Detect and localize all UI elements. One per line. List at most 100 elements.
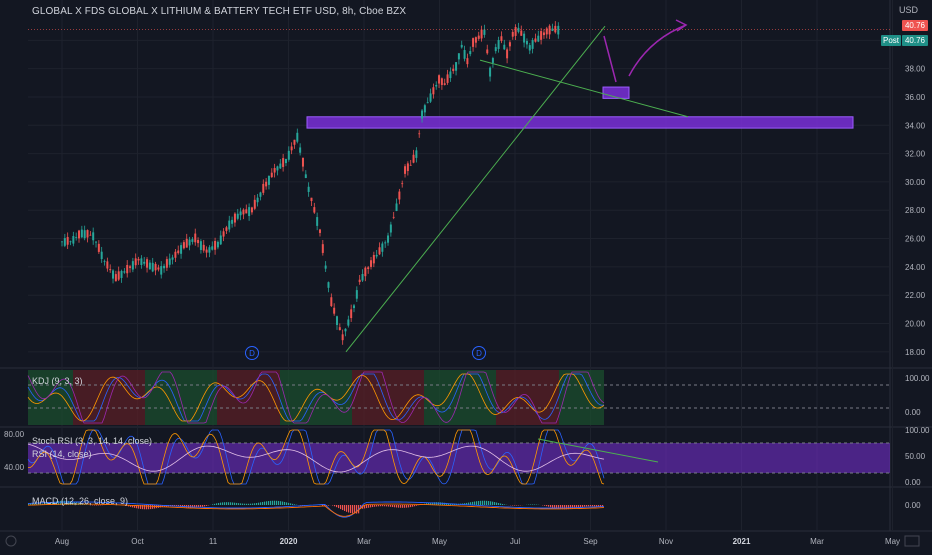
candle-body (95, 242, 97, 243)
y-tick-label: 28.00 (905, 206, 926, 215)
candle-body (461, 45, 463, 47)
kdj-shade (361, 370, 370, 425)
x-tick-label: Aug (55, 537, 69, 546)
candle-body (259, 192, 261, 196)
kdj-shade (217, 370, 226, 425)
kdj-shade (262, 370, 271, 425)
macd-label[interactable]: MACD (12, 26, close, 9) (32, 496, 128, 506)
candle-body (554, 26, 556, 32)
candle-body (268, 176, 270, 185)
kdj-label[interactable]: KDJ (9, 3, 3) (32, 376, 83, 386)
candle-body (469, 51, 471, 54)
x-tick-label: Oct (131, 537, 144, 546)
rsi-label[interactable]: RSI (14, close) (32, 449, 92, 459)
candle-body (413, 155, 415, 163)
candle-body (242, 210, 244, 215)
macd-histogram-bar (548, 505, 549, 507)
candle-body (174, 252, 176, 258)
candle-body (325, 266, 327, 269)
macd-histogram-bar (514, 505, 515, 506)
macd-histogram-bar (290, 503, 291, 505)
kdj-shade (82, 370, 91, 425)
candle-body (483, 30, 485, 35)
macd-histogram-bar (232, 502, 233, 505)
x-tick-label: 2021 (733, 537, 751, 546)
last-price-tag: 40.76 (902, 20, 928, 31)
macd-histogram-bar (416, 505, 417, 506)
candle-body (336, 316, 338, 325)
candle-body (121, 271, 123, 278)
candle-body (475, 37, 477, 43)
candle-body (169, 259, 171, 265)
y-tick-label: 20.00 (905, 320, 926, 329)
dividend-marker-label: D (249, 349, 255, 358)
candle-body (129, 266, 131, 268)
candle-body (534, 38, 536, 41)
macd-histogram-bar (228, 502, 229, 505)
resistance-zone (307, 117, 853, 128)
candle-body (186, 239, 188, 248)
post-price-tag: 40.76 (902, 35, 928, 46)
settings-icon (905, 536, 919, 546)
macd-histogram-bar (502, 504, 503, 505)
candle-body (288, 151, 290, 160)
candle-body (279, 164, 281, 169)
candle-body (418, 133, 420, 134)
candle-body (421, 111, 423, 119)
post-label: Post (881, 35, 901, 46)
kdj-shade (91, 370, 100, 425)
macd-histogram-bar (250, 504, 251, 505)
candle-body (339, 327, 341, 330)
stoch-tick-label: 0.00 (905, 478, 921, 487)
kdj-shade (154, 370, 163, 425)
macd-histogram-bar (532, 504, 533, 505)
macd-histogram-bar (346, 505, 347, 512)
chart-title: GLOBAL X FDS GLOBAL X LITHIUM & BATTERY … (32, 6, 406, 17)
y-tick-label: 38.00 (905, 65, 926, 74)
macd-histogram-bar (500, 504, 501, 505)
candle-body (305, 174, 307, 178)
candle-body (540, 31, 542, 40)
candle-body (452, 69, 454, 71)
kdj-shade (316, 370, 325, 425)
macd-histogram-bar (394, 505, 395, 507)
macd-histogram-bar (246, 504, 247, 505)
macd-histogram-bar (398, 505, 399, 508)
candle-body (481, 30, 483, 39)
kdj-shade (496, 370, 505, 425)
candle-body (398, 192, 400, 200)
macd-histogram-bar (268, 501, 269, 505)
candle-body (509, 42, 511, 46)
candle-body (492, 58, 494, 63)
macd-histogram-bar (256, 503, 257, 505)
candle-body (115, 274, 117, 281)
macd-histogram-bar (344, 505, 345, 511)
macd-histogram-bar (282, 502, 283, 505)
candle-body (370, 260, 372, 267)
candle-body (191, 239, 193, 242)
macd-histogram-bar (204, 505, 205, 506)
candle-body (231, 220, 233, 224)
macd-histogram-bar (498, 503, 499, 505)
projection-arrow (604, 25, 686, 82)
kdj-shade (118, 370, 127, 425)
macd-histogram-bar (486, 501, 487, 505)
candle-body (302, 158, 304, 167)
rising-trendline (346, 26, 605, 352)
candle-body (251, 207, 253, 212)
macd-histogram-bar (258, 503, 259, 505)
macd-histogram-bar (414, 505, 415, 506)
candle-body (512, 32, 514, 37)
kdj-shade (460, 370, 469, 425)
macd-histogram-bar (270, 501, 271, 505)
candle-body (424, 105, 426, 112)
macd-histogram-bar (218, 503, 219, 505)
x-tick-label: Jul (510, 537, 520, 546)
candle-body (104, 261, 106, 262)
macd-histogram-bar (480, 501, 481, 505)
kdj-shade (433, 370, 442, 425)
stoch-rsi-label[interactable]: Stoch RSI (3, 3, 14, 14, close) (32, 436, 152, 446)
macd-histogram-bar (534, 504, 535, 505)
candle-body (237, 214, 239, 219)
